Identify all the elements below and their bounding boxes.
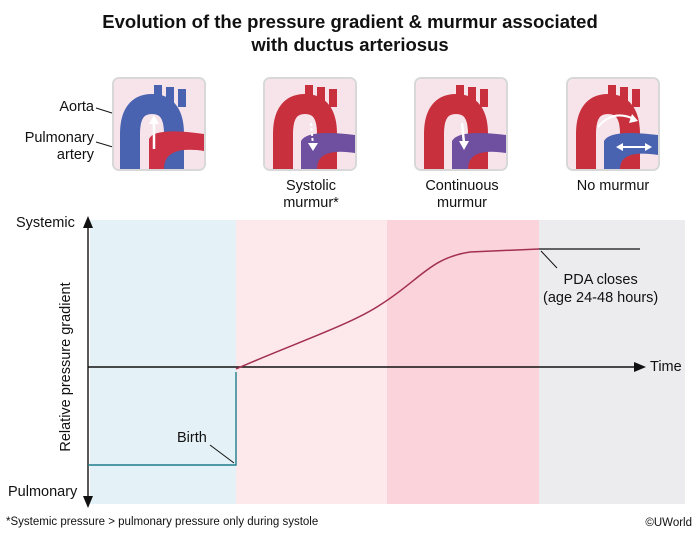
- footnote: *Systemic pressure > pulmonary pressure …: [6, 516, 319, 528]
- region-closed: [539, 220, 685, 504]
- region-systolic-murmur: [236, 220, 387, 504]
- caption-continuous-line-2: murmur: [437, 195, 487, 211]
- pulmonary-label-line-2: artery: [56, 147, 94, 163]
- diagram-title: Evolution of the pressure gradient & mur…: [0, 10, 700, 56]
- heart-illustration-closed: [566, 77, 660, 171]
- caption-systolic-line-2: murmur*: [283, 195, 339, 211]
- caption-no-murmur-line-1: No murmur: [576, 178, 650, 194]
- pulmonary-artery-label: Pulmonary artery: [25, 130, 94, 164]
- caption-systolic-murmur: Systolic murmur*: [246, 178, 376, 212]
- pda-leader-line: [540, 250, 558, 269]
- caption-continuous-murmur: Continuous murmur: [397, 178, 527, 212]
- pda-annotation-line-2: (age 24-48 hours): [543, 290, 659, 306]
- gradient-curve: [235, 248, 540, 370]
- pre-birth-segment: [88, 372, 237, 466]
- pulmonary-label-line-1: Pulmonary: [24, 130, 94, 146]
- heart-illustration-fetal: [112, 77, 206, 171]
- heart-illustration-continuous: [414, 77, 508, 171]
- x-axis-arrow: [634, 362, 646, 372]
- region-fetal: [90, 220, 236, 504]
- caption-no-murmur: No murmur: [548, 178, 678, 195]
- x-axis-label: Time: [650, 359, 682, 375]
- y-axis-bottom-label: Pulmonary: [8, 484, 78, 500]
- aorta-label: Aorta: [59, 99, 94, 115]
- heart-illustration-systolic: [263, 77, 357, 171]
- copyright: ©UWorld: [645, 517, 692, 529]
- birth-annotation: Birth: [177, 430, 207, 446]
- y-axis-arrow-bottom: [83, 496, 93, 508]
- caption-continuous-line-1: Continuous: [425, 178, 499, 194]
- pda-closes-annotation: PDA closes (age 24-48 hours): [543, 271, 658, 307]
- caption-systolic-line-1: Systolic: [286, 178, 336, 194]
- pda-annotation-line-1: PDA closes: [563, 272, 638, 288]
- region-continuous-murmur: [387, 220, 539, 504]
- y-axis-title: Relative pressure gradient: [58, 282, 74, 452]
- y-axis-arrow-top: [83, 216, 93, 228]
- y-axis-top-label: Systemic: [16, 215, 75, 231]
- title-line-2: with ductus arteriosus: [251, 34, 449, 55]
- birth-leader-line: [209, 444, 235, 464]
- title-line-1: Evolution of the pressure gradient & mur…: [102, 11, 598, 32]
